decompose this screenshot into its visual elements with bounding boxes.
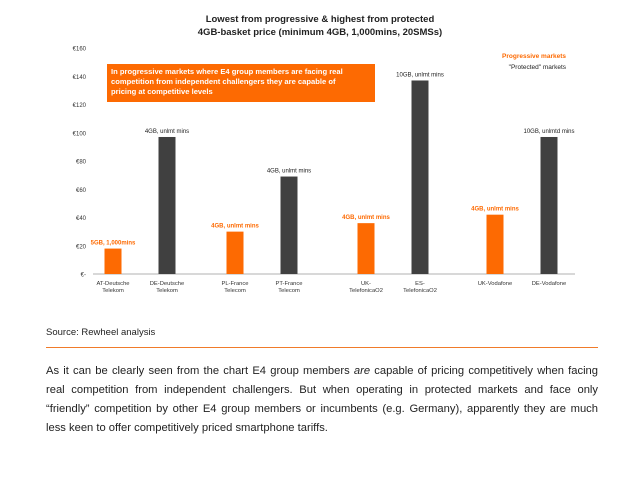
body-paragraph: As it can be clearly seen from the chart…: [46, 362, 598, 438]
y-tick-label: €20: [76, 244, 87, 250]
x-category-label: ES-TelefonicaO2: [403, 281, 437, 294]
bar-uk-telefonicao2: [357, 223, 375, 274]
bar-data-label: 10GB, unlmt mins: [396, 72, 444, 78]
y-tick-label: €40: [76, 216, 87, 222]
bar-data-label: 10GB, unlmtd mins: [523, 129, 574, 135]
legend-protected: "Protected" markets: [509, 64, 567, 71]
bar-data-label: 5GB, 1,000mins: [91, 241, 136, 247]
x-category-label: AT-Deutsche Telekom: [96, 281, 129, 294]
legend-progressive: Progressive markets: [502, 53, 566, 60]
x-category-label: PT-France Telecom: [275, 281, 302, 294]
paragraph-segment: are: [353, 365, 371, 377]
bar-pt-france-telecom: [280, 176, 298, 274]
y-tick-label: €140: [73, 75, 87, 81]
x-category-label: UK-TelefonicaO2: [349, 281, 383, 294]
bar-de-vodafone: [540, 136, 558, 274]
y-tick-label: €160: [73, 47, 87, 53]
bar-pl-france-telecom: [226, 231, 244, 274]
x-category-label: DE-Deutsche Telekom: [150, 281, 184, 294]
y-tick-label: €80: [76, 160, 87, 166]
bar-es-telefonicao2: [411, 80, 429, 274]
source-note: Source: Rewheel analysis: [46, 327, 156, 338]
bar-at-deutsche-telekom: [104, 248, 122, 274]
bar-data-label: 4GB, unlmt mins: [211, 224, 259, 230]
bar-uk-vodafone: [486, 214, 504, 274]
bar-data-label: 4GB, unlmt mins: [145, 129, 189, 135]
x-category-label: DE-Vodafone: [532, 281, 566, 287]
y-tick-label: €120: [73, 103, 87, 109]
divider-rule: [46, 347, 598, 348]
bar-de-deutsche-telekom: [158, 136, 176, 274]
price-bar-chart: Lowest from progressive & highest from p…: [73, 14, 575, 294]
annotation-text: In progressive markets where E4 group me…: [111, 67, 343, 96]
paragraph-segment: capable of pricing competitively when fa…: [46, 365, 598, 434]
annotation-box: [107, 64, 375, 102]
bar-data-label: 4GB, unlmt mins: [267, 169, 311, 175]
y-tick-label: €100: [73, 131, 87, 137]
chart-title: Lowest from progressive & highest from p…: [206, 14, 435, 25]
x-category-label: UK-Vodafone: [478, 281, 512, 287]
paragraph-segment: As it can be clearly seen from the chart…: [46, 365, 354, 377]
y-tick-label: €60: [76, 188, 87, 194]
y-tick-label: €-: [81, 273, 86, 279]
bar-data-label: 4GB, unlmt mins: [471, 207, 519, 213]
chart-subtitle: 4GB-basket price (minimum 4GB, 1,000mins…: [198, 27, 442, 38]
bar-data-label: 4GB, unlmt mins: [342, 215, 390, 221]
x-category-label: PL-France Telecom: [221, 281, 248, 294]
